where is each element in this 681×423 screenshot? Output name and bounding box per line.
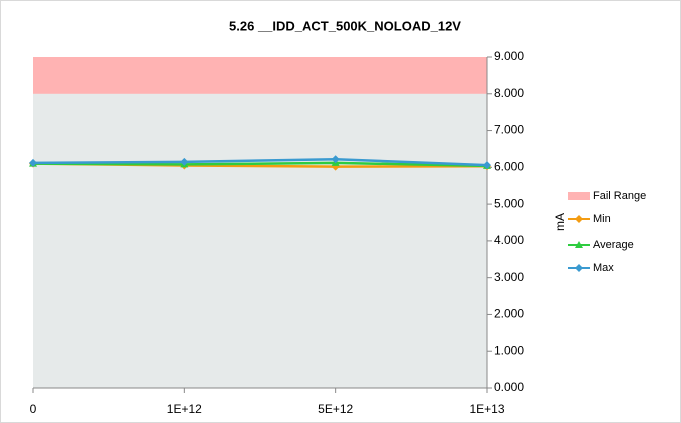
- plot-area: [33, 57, 487, 388]
- chart-title: 5.26 __IDD_ACT_500K_NOLOAD_12V: [229, 18, 461, 33]
- x-tick-label: 1E+12: [167, 402, 202, 416]
- legend-label: Fail Range: [593, 190, 646, 202]
- legend-label: Average: [593, 239, 634, 251]
- y-tick-label: 7.000: [494, 123, 524, 137]
- fail-range: [33, 57, 487, 94]
- y-tick-label: 5.000: [494, 196, 524, 210]
- series-line: [32, 161, 488, 168]
- y-tick-label: 6.000: [494, 160, 524, 174]
- x-tick-label: 0: [30, 402, 37, 416]
- legend-marker: [575, 241, 583, 248]
- legend-marker: [575, 215, 583, 223]
- series-line: [32, 157, 488, 167]
- y-tick-label: 9.000: [494, 49, 524, 63]
- legend: Fail Range Min Average Max: [568, 190, 646, 274]
- legend-label: Max: [593, 262, 614, 274]
- y-tick-label: 8.000: [494, 86, 524, 100]
- x-tick-label: 5E+12: [318, 402, 353, 416]
- legend-label: Min: [593, 213, 611, 225]
- y-axis-label: mA: [553, 213, 567, 231]
- y-tick-label: 0.000: [494, 380, 524, 394]
- legend-swatch: [568, 192, 590, 200]
- x-tick-label: 1E+13: [469, 402, 504, 416]
- y-tick-label: 2.000: [494, 307, 524, 321]
- point: [29, 158, 37, 167]
- y-tick-label: 4.000: [494, 233, 524, 247]
- y-tick-label: 3.000: [494, 270, 524, 284]
- y-tick-label: 1.000: [494, 343, 524, 357]
- point: [331, 155, 340, 164]
- legend-marker: [575, 264, 583, 272]
- point: [483, 161, 491, 170]
- point: [180, 157, 189, 166]
